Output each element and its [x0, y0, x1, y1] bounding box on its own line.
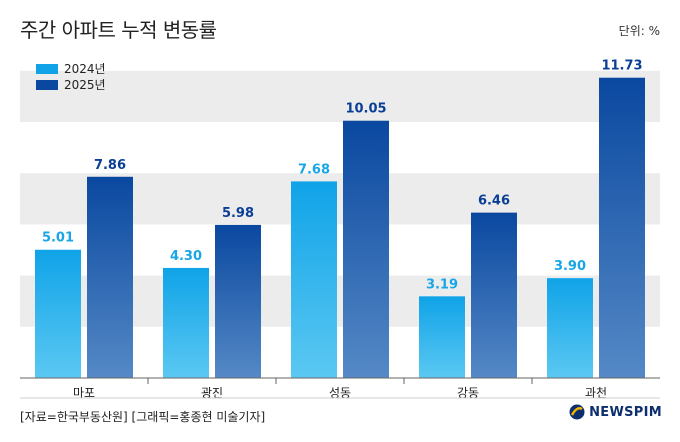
x-tick-label-3: 성동 [329, 386, 351, 400]
unit-label: 단위: % [618, 24, 660, 38]
legend-label-2: 2025년 [64, 78, 106, 92]
bar-2024-2 [163, 267, 209, 378]
chart-title: 주간 아파트 누적 변동률 [20, 18, 217, 42]
bar-2025-4 [471, 212, 517, 378]
data-label-2024-3: 7.68 [298, 162, 330, 177]
data-label-2025-4: 6.46 [478, 194, 510, 209]
bars: 5.01 7.86 4.30 5.98 7.68 10.05 3.19 6.46 3.90 11.… [35, 59, 645, 378]
legend-swatch-1 [36, 64, 58, 74]
data-label-2024-5: 3.90 [554, 259, 586, 274]
data-label-2025-5: 11.73 [601, 59, 642, 74]
bar-2024-3 [291, 181, 337, 378]
x-tick-label-1: 마포 [73, 386, 95, 400]
bar-2025-5 [599, 77, 645, 378]
newspim-logo: NEWSPIM [569, 404, 662, 420]
bar-2025-1 [87, 176, 133, 378]
source-credit: [자료=한국부동산원] [그래픽=홍종현 미술기자] [20, 410, 266, 424]
data-label-2025-1: 7.86 [94, 158, 126, 173]
data-label-2024-4: 3.19 [426, 277, 458, 292]
legend-swatch-2 [36, 80, 58, 90]
bar-2024-4 [419, 296, 465, 378]
x-tick-label-4: 강동 [457, 386, 479, 400]
bar-2024-5 [547, 278, 593, 378]
legend: 2024년 2025년 [36, 62, 106, 92]
logo-text: NEWSPIM [589, 404, 662, 420]
x-tick-label-2: 광진 [201, 386, 223, 400]
data-label-2025-3: 10.05 [345, 102, 386, 117]
data-label-2024-2: 4.30 [170, 249, 202, 264]
x-tick-label-5: 과천 [585, 385, 607, 400]
grid-band [20, 70, 660, 122]
bar-2025-2 [215, 224, 261, 378]
bar-2024-1 [35, 249, 81, 378]
data-label-2024-1: 5.01 [42, 231, 74, 246]
bar-2025-3 [343, 120, 389, 378]
data-label-2025-2: 5.98 [222, 206, 254, 221]
newspim-logo-icon [569, 404, 585, 420]
x-axis: 마포 광진 성동 강동 과천 [20, 377, 660, 400]
legend-label-1: 2024년 [64, 62, 106, 76]
